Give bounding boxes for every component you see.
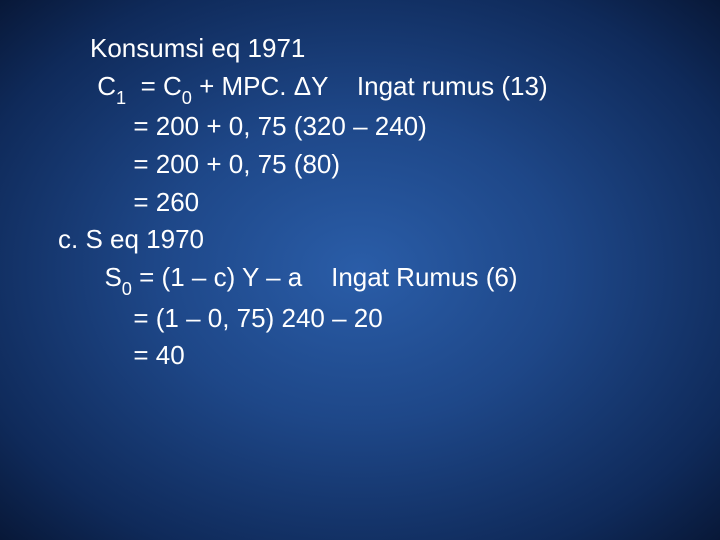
slide-line: C1 = C0 + MPC. ΔY Ingat rumus (13) <box>90 68 548 109</box>
slide-line: Konsumsi eq 1971 <box>90 30 548 68</box>
slide-line: c. S eq 1970 <box>58 221 548 259</box>
slide-line: S0 = (1 – c) Y – a Ingat Rumus (6) <box>90 259 548 300</box>
slide-line: = 200 + 0, 75 (80) <box>90 146 548 184</box>
slide-line: = 200 + 0, 75 (320 – 240) <box>90 108 548 146</box>
slide-line: = 40 <box>90 337 548 375</box>
slide-content: Konsumsi eq 1971 C1 = C0 + MPC. ΔY Ingat… <box>90 30 548 375</box>
slide-line: = 260 <box>90 184 548 222</box>
slide-line: = (1 – 0, 75) 240 – 20 <box>90 300 548 338</box>
